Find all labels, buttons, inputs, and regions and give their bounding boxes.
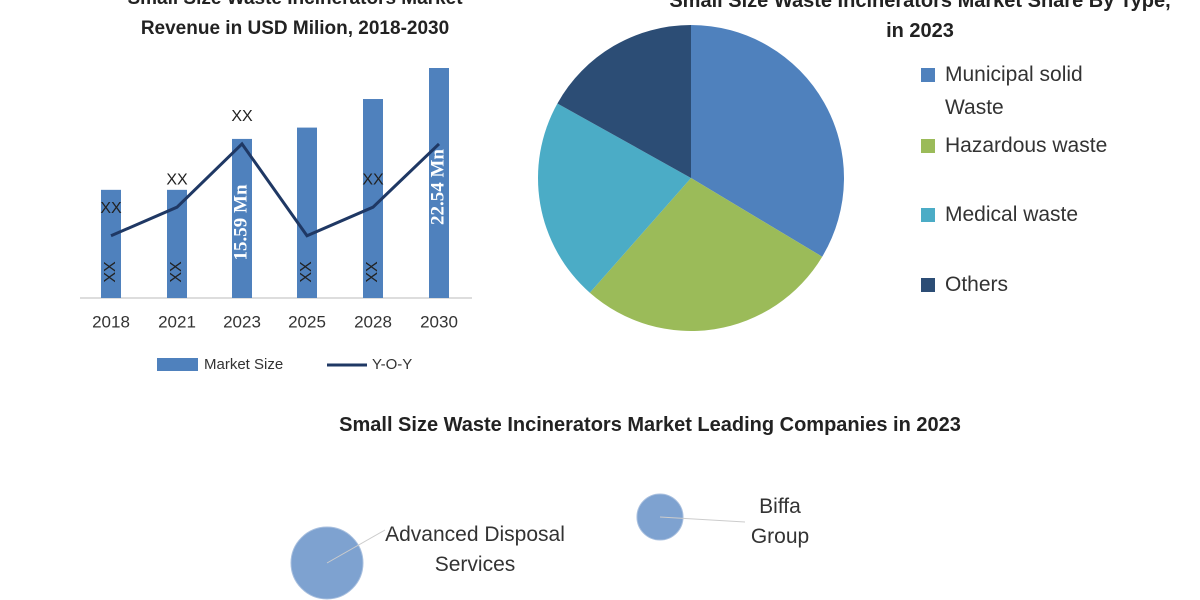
pie-slice bbox=[589, 178, 823, 332]
x-tick-label: 2021 bbox=[158, 312, 196, 331]
bar bbox=[297, 127, 317, 299]
legend-swatch bbox=[921, 68, 935, 82]
line-value-label: XX bbox=[231, 108, 253, 125]
bar bbox=[429, 68, 449, 298]
bar-value-label: 22.54 Mn bbox=[427, 149, 448, 225]
line-value-label: XX bbox=[166, 171, 188, 188]
pie-slice bbox=[557, 25, 691, 178]
bar-value-label: 15.59 Mn bbox=[230, 184, 251, 260]
bubble-label: Biffa Group bbox=[750, 495, 810, 548]
pie-slice bbox=[691, 25, 844, 257]
x-tick-label: 2018 bbox=[92, 312, 130, 331]
legend-swatch bbox=[157, 358, 198, 371]
legend-label: Hazardous waste bbox=[945, 134, 1108, 157]
x-tick-label: 2025 bbox=[288, 312, 326, 331]
legend-label: Others bbox=[945, 273, 1009, 296]
legend-swatch bbox=[921, 208, 935, 222]
x-tick-label: 2023 bbox=[223, 312, 261, 331]
chart-title: Small Size Waste Incinerators Market Rev… bbox=[127, 0, 462, 39]
legend-label: Medical waste bbox=[945, 203, 1079, 226]
legend-label: Y-O-Y bbox=[372, 356, 412, 373]
bar-value-label: XX bbox=[168, 261, 185, 283]
yoy-line bbox=[110, 141, 441, 238]
x-tick-label: 2030 bbox=[420, 312, 458, 331]
bar bbox=[101, 189, 121, 298]
bar bbox=[167, 189, 187, 298]
legend-label: Market Size bbox=[204, 356, 283, 373]
legend-swatch bbox=[921, 139, 935, 153]
line-value-label: XX bbox=[100, 200, 122, 217]
connector bbox=[326, 529, 386, 564]
pie-slice bbox=[538, 103, 691, 293]
chart-title: Small Size Waste Incinerators Market Sha… bbox=[669, 0, 1171, 42]
legend-label: Municipal solid Waste bbox=[945, 63, 1083, 119]
bar-value-label: XX bbox=[102, 261, 119, 283]
x-tick-label: 2028 bbox=[354, 312, 392, 331]
bar bbox=[232, 138, 252, 298]
bar bbox=[363, 99, 383, 298]
bubble-label: Advanced Disposal Services bbox=[385, 523, 565, 576]
connector bbox=[659, 516, 746, 523]
chart-title: Small Size Waste Incinerators Market Lea… bbox=[339, 414, 961, 436]
line-value-label: XX bbox=[362, 171, 384, 188]
legend-swatch bbox=[921, 278, 935, 292]
bar-value-label: XX bbox=[364, 261, 381, 283]
bar-value-label: XX bbox=[298, 261, 315, 283]
